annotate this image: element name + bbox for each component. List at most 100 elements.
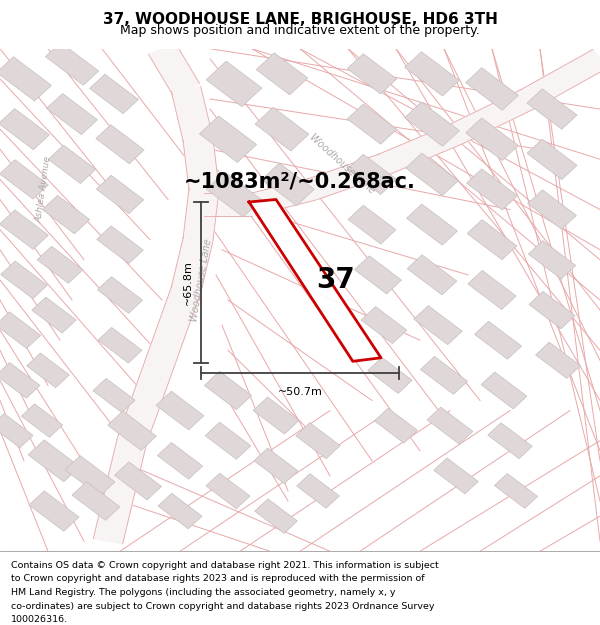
Polygon shape (183, 138, 219, 191)
Polygon shape (494, 474, 538, 508)
Polygon shape (89, 74, 139, 114)
Polygon shape (467, 169, 517, 210)
Polygon shape (72, 482, 120, 521)
Polygon shape (46, 42, 98, 85)
Polygon shape (527, 190, 577, 229)
Polygon shape (407, 204, 457, 245)
Polygon shape (249, 199, 381, 361)
Polygon shape (406, 153, 458, 196)
Polygon shape (536, 342, 580, 378)
Polygon shape (528, 241, 576, 279)
Polygon shape (355, 256, 401, 294)
Polygon shape (254, 448, 298, 484)
Polygon shape (49, 145, 95, 184)
Polygon shape (475, 321, 521, 359)
Polygon shape (149, 43, 199, 94)
Polygon shape (347, 54, 397, 94)
Polygon shape (105, 438, 147, 493)
Polygon shape (107, 411, 157, 451)
Polygon shape (37, 246, 83, 283)
Polygon shape (427, 407, 473, 444)
Polygon shape (118, 387, 164, 444)
Polygon shape (262, 163, 314, 206)
Polygon shape (421, 356, 467, 394)
Polygon shape (255, 107, 309, 151)
Polygon shape (206, 473, 250, 509)
Polygon shape (97, 226, 143, 264)
Text: ~1083m²/~0.268ac.: ~1083m²/~0.268ac. (184, 172, 416, 192)
Polygon shape (171, 86, 213, 142)
Polygon shape (404, 102, 460, 146)
Polygon shape (368, 357, 412, 393)
Polygon shape (0, 57, 52, 101)
Polygon shape (32, 297, 76, 333)
Polygon shape (466, 68, 518, 110)
Polygon shape (183, 188, 219, 241)
Polygon shape (115, 462, 161, 500)
Polygon shape (0, 414, 33, 447)
Polygon shape (374, 408, 418, 443)
Polygon shape (296, 422, 340, 459)
Polygon shape (136, 337, 182, 394)
Polygon shape (521, 49, 600, 108)
Polygon shape (65, 456, 115, 496)
Polygon shape (98, 328, 142, 363)
Text: Woodhouse Lane: Woodhouse Lane (307, 132, 377, 196)
Polygon shape (529, 291, 575, 329)
Text: 37: 37 (317, 266, 355, 294)
Polygon shape (449, 89, 535, 144)
Polygon shape (158, 493, 202, 529)
Polygon shape (527, 89, 577, 129)
Polygon shape (0, 109, 49, 150)
Polygon shape (468, 271, 516, 309)
Polygon shape (296, 474, 340, 508)
Polygon shape (347, 104, 397, 144)
Polygon shape (28, 440, 80, 482)
Polygon shape (481, 372, 527, 409)
Polygon shape (253, 397, 299, 434)
Text: 37, WOODHOUSE LANE, BRIGHOUSE, HD6 3TH: 37, WOODHOUSE LANE, BRIGHOUSE, HD6 3TH (103, 12, 497, 27)
Polygon shape (378, 124, 462, 174)
Polygon shape (199, 116, 257, 162)
Polygon shape (171, 238, 213, 292)
Polygon shape (96, 125, 144, 164)
Text: Map shows position and indicative extent of the property.: Map shows position and indicative extent… (120, 24, 480, 36)
Polygon shape (527, 139, 577, 179)
Polygon shape (0, 312, 41, 349)
Polygon shape (347, 154, 397, 194)
Text: co-ordinates) are subject to Crown copyright and database rights 2023 Ordnance S: co-ordinates) are subject to Crown copyr… (11, 602, 434, 611)
Polygon shape (156, 391, 204, 430)
Polygon shape (205, 371, 251, 409)
Text: to Crown copyright and database rights 2023 and is reproduced with the permissio: to Crown copyright and database rights 2… (11, 574, 424, 584)
Polygon shape (157, 442, 203, 479)
Polygon shape (22, 404, 62, 437)
Polygon shape (467, 219, 517, 260)
Polygon shape (404, 52, 460, 96)
Text: HM Land Registry. The polygons (including the associated geometry, namely x, y: HM Land Registry. The polygons (includin… (11, 588, 395, 597)
Polygon shape (348, 205, 396, 244)
Polygon shape (414, 306, 462, 344)
Polygon shape (0, 160, 49, 199)
Polygon shape (47, 94, 97, 134)
Polygon shape (26, 353, 70, 388)
Text: ~50.7m: ~50.7m (278, 387, 322, 397)
Polygon shape (206, 172, 262, 217)
Text: Woodhouse Lane: Woodhouse Lane (189, 238, 213, 322)
Polygon shape (488, 422, 532, 459)
Polygon shape (1, 261, 47, 299)
Polygon shape (407, 255, 457, 295)
Polygon shape (154, 286, 200, 344)
Polygon shape (43, 196, 89, 234)
Polygon shape (29, 491, 79, 531)
Polygon shape (361, 307, 407, 344)
Polygon shape (93, 378, 135, 412)
Polygon shape (97, 277, 143, 313)
Polygon shape (93, 489, 135, 544)
Polygon shape (466, 118, 518, 161)
Text: Ashlea Avenue: Ashlea Avenue (34, 156, 52, 223)
Polygon shape (204, 194, 252, 216)
Text: 100026316.: 100026316. (11, 616, 68, 624)
Polygon shape (248, 179, 316, 215)
Text: ~65.8m: ~65.8m (183, 260, 193, 305)
Polygon shape (206, 61, 262, 107)
